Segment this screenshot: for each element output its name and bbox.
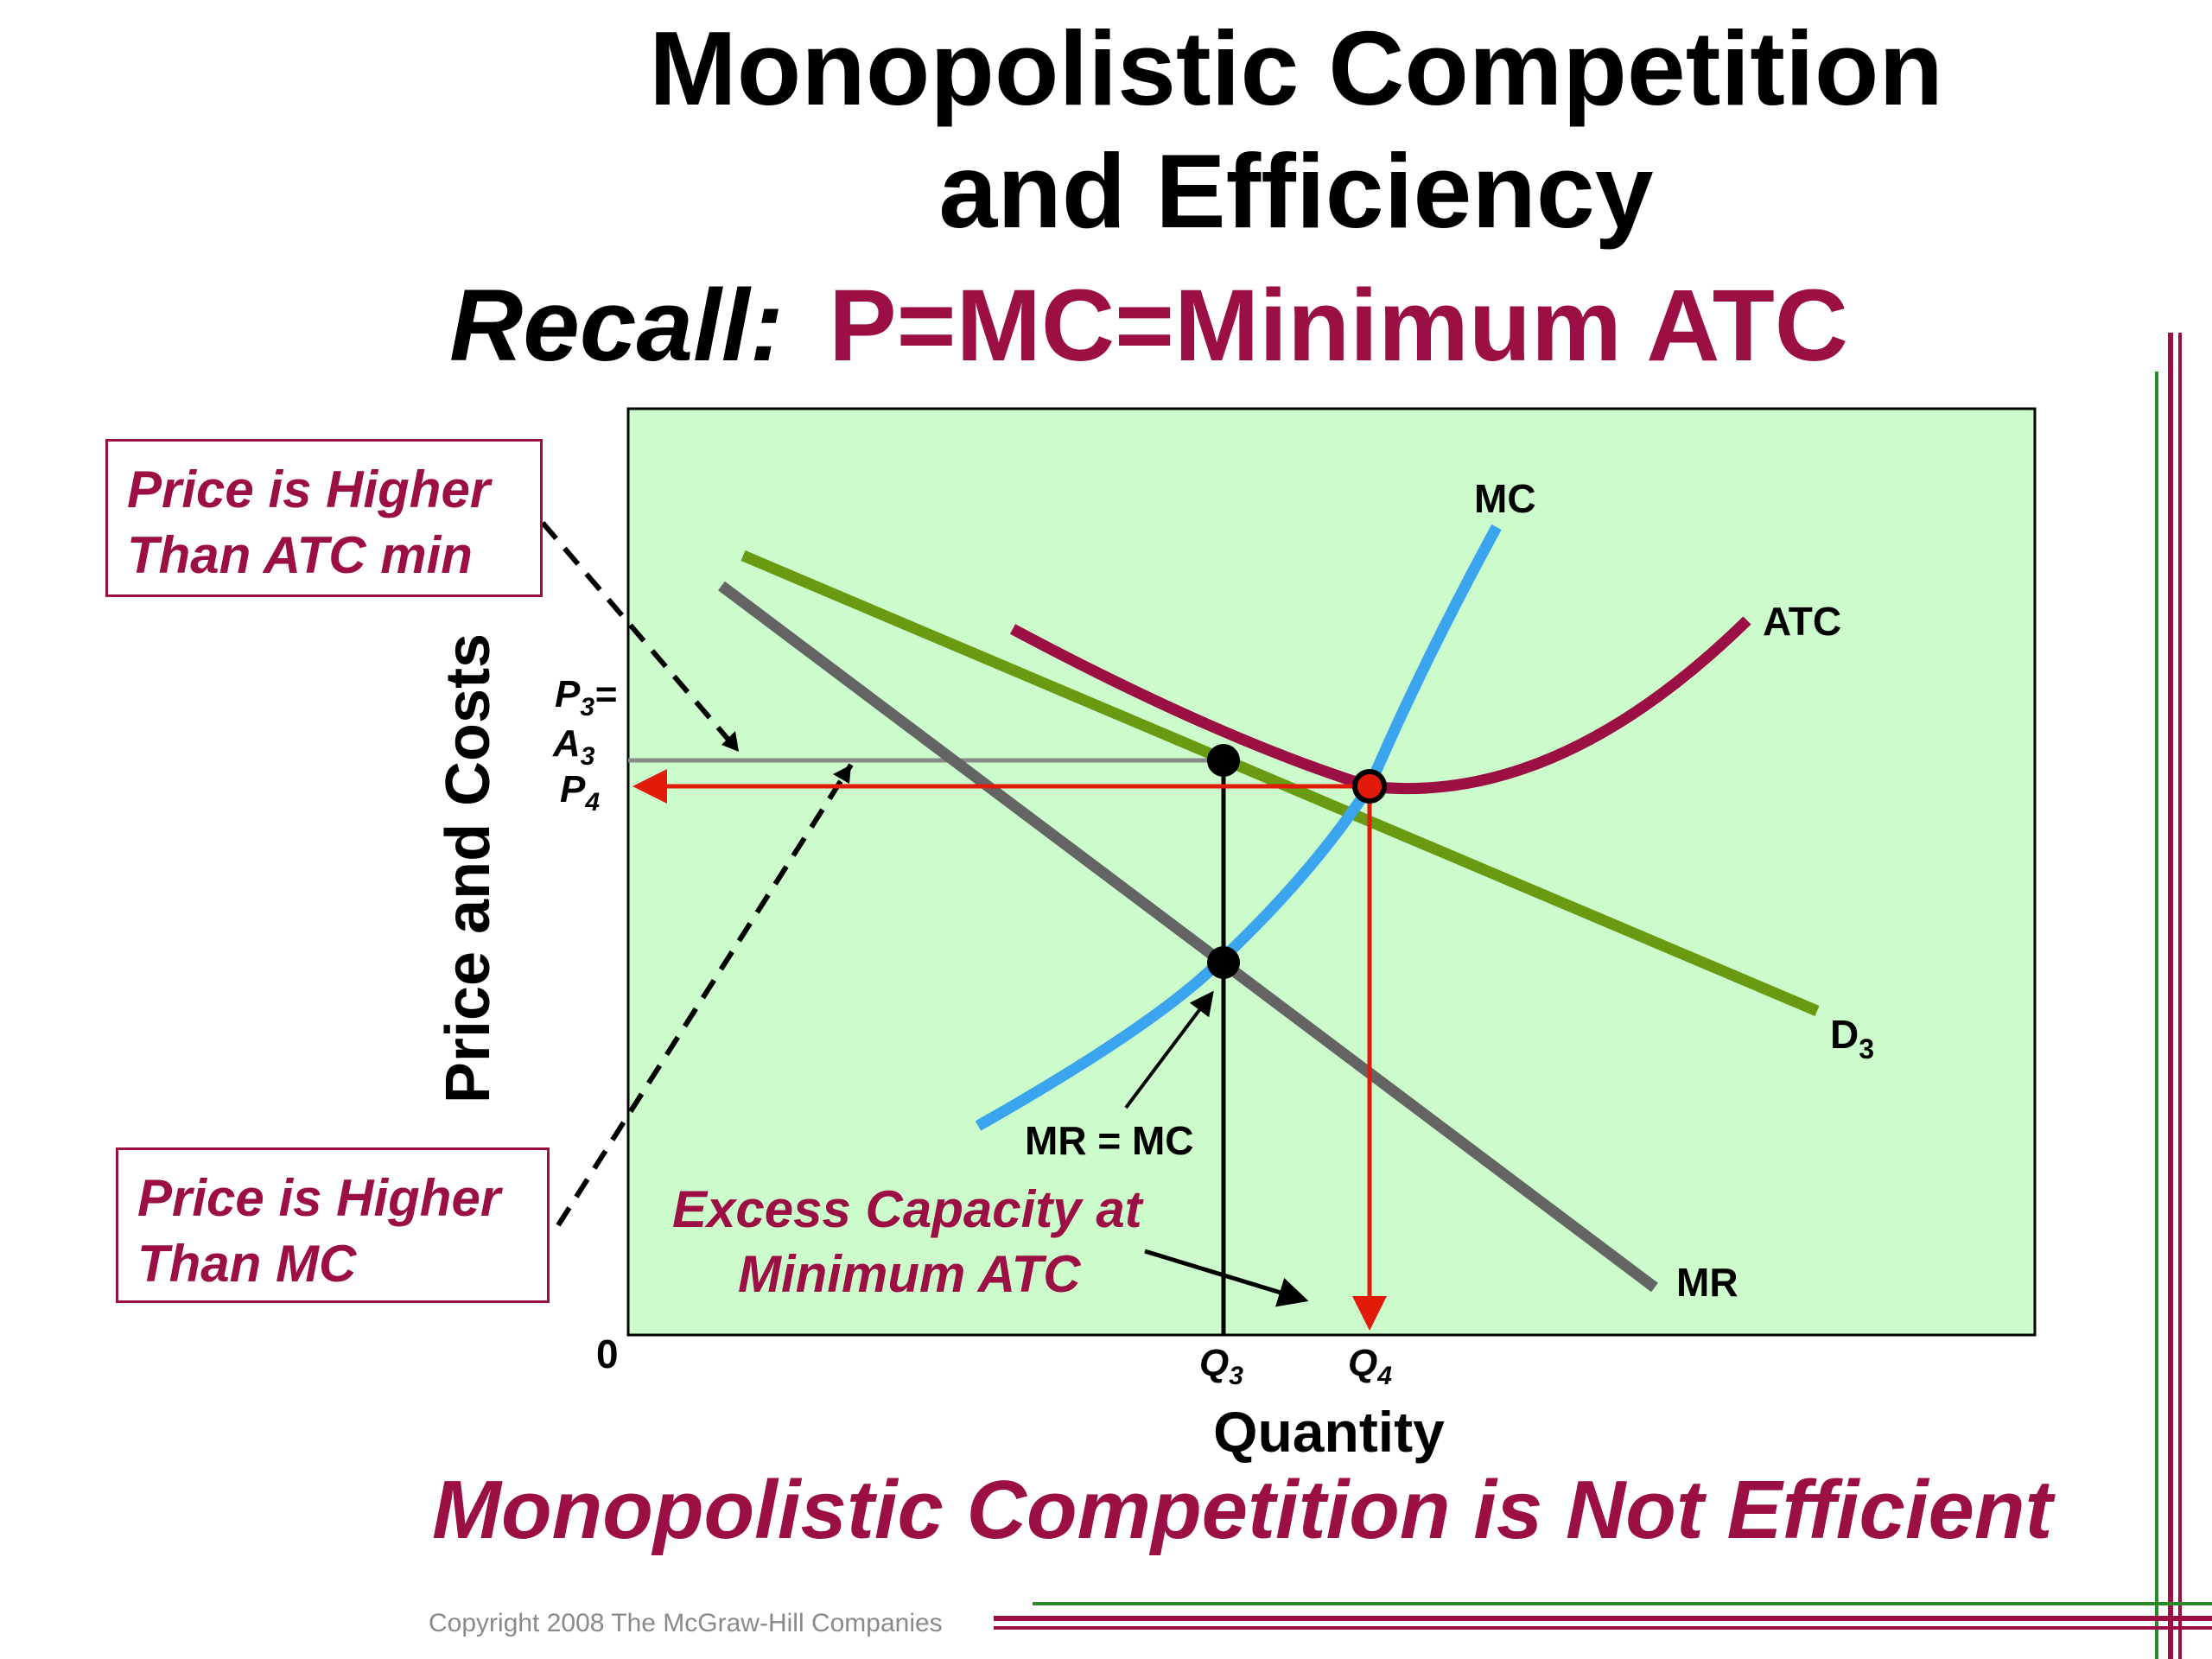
q3-label: Q3 <box>1199 1342 1243 1390</box>
decorative-frame <box>994 333 2212 1659</box>
mr-label: MR <box>1676 1260 1738 1305</box>
subtitle-recall: Recall: <box>449 269 784 383</box>
copyright: Copyright 2008 The McGraw-Hill Companies <box>429 1609 943 1637</box>
p4-sub: 4 <box>584 788 600 817</box>
callout-mc-leader <box>556 763 854 1227</box>
q4-sub: 4 <box>1376 1362 1392 1390</box>
callout-atc-leader <box>540 521 741 753</box>
mc-curve <box>975 524 1502 1131</box>
q4-label: Q4 <box>1348 1342 1392 1390</box>
a3-sub: 3 <box>581 742 595 771</box>
plot-area <box>626 407 2037 1337</box>
mr-eq-mc-label: MR = MC <box>1025 1118 1194 1163</box>
x-axis-label: Quantity <box>1213 1400 1445 1464</box>
point-mr-mc <box>1207 946 1240 979</box>
demand-label-main: D <box>1830 1012 1859 1057</box>
a3-letter: A <box>552 722 581 765</box>
callout-atc-line-2: Than ATC min <box>127 526 473 584</box>
p3-label: P3= <box>555 673 617 721</box>
excess-capacity-arrow <box>1144 1249 1309 1307</box>
subtitle: Recall: P=MC=Minimum ATC <box>449 275 1848 377</box>
callout-price-above-atc: Price is Higher Than ATC min <box>105 439 543 597</box>
callout-mc-line-2: Than MC <box>137 1235 357 1293</box>
callout-price-above-mc: Price is Higher Than MC <box>116 1147 550 1303</box>
q4-letter: Q <box>1348 1342 1377 1384</box>
q3-sub: 3 <box>1229 1362 1243 1390</box>
callout-mc-arrowhead <box>833 765 851 784</box>
callout-mc-line-1: Price is Higher <box>137 1169 501 1227</box>
excess-capacity-line-2: Minimum ATC <box>738 1245 1082 1303</box>
atc-label: ATC <box>1763 599 1841 644</box>
callout-atc-arrowhead <box>721 731 739 752</box>
title-line-2: and Efficiency <box>938 132 1654 250</box>
demand-label-sub: 3 <box>1859 1033 1874 1065</box>
subtitle-formula: P=MC=Minimum ATC <box>828 269 1849 383</box>
callout-atc-line-1: Price is Higher <box>127 461 491 518</box>
p3-eq: = <box>594 673 617 715</box>
origin-label: 0 <box>596 1332 619 1376</box>
demand-curve <box>741 550 1820 1016</box>
conclusion: Monopolistic Competition is Not Efficien… <box>432 1464 2053 1556</box>
excess-capacity-line-1: Excess Capacity at <box>672 1180 1145 1238</box>
point-min-atc <box>1352 769 1387 804</box>
title-line-1: Monopolistic Competition <box>649 10 1943 127</box>
p3-sub: 3 <box>580 693 594 721</box>
mr-curve <box>718 581 1658 1293</box>
mr-eq-mc-arrow <box>1124 990 1214 1109</box>
point-p3-q3 <box>1207 744 1240 777</box>
p4-label: P4 <box>560 768 600 817</box>
a3-label: A3 <box>552 722 595 771</box>
demand-label: D3 <box>1830 1012 1874 1065</box>
p4-letter: P <box>560 768 586 810</box>
p3-letter: P <box>555 673 581 715</box>
mc-label: MC <box>1474 476 1536 521</box>
q3-letter: Q <box>1199 1342 1229 1384</box>
